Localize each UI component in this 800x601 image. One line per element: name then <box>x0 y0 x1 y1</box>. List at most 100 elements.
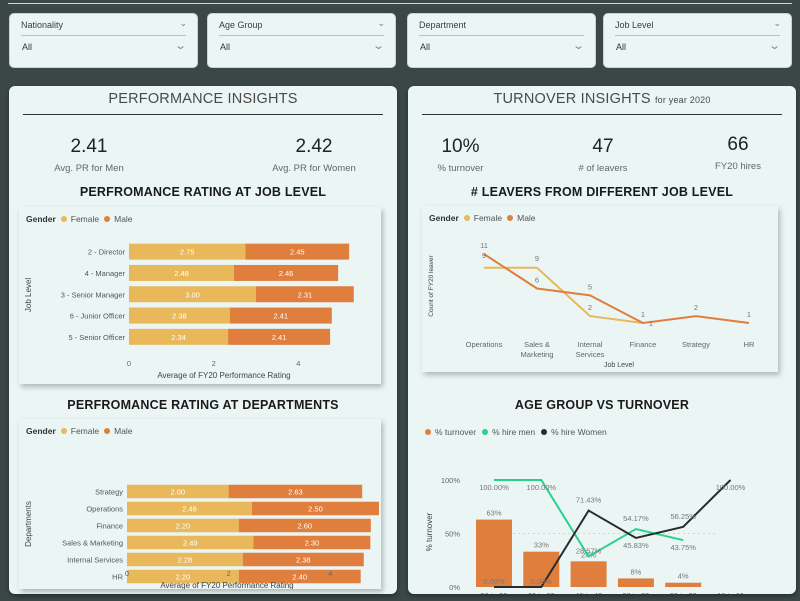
data-label: 63% <box>486 509 501 518</box>
kpi-label: % turnover <box>437 163 484 174</box>
data-label: 100.00% <box>526 483 556 492</box>
x-tick-label: Finance <box>630 340 657 349</box>
data-label: 5 <box>588 282 592 291</box>
legend-male[interactable]: Male <box>114 426 133 436</box>
age-group-chart-card[interactable]: % turnover % hire men % hire Women 0% 50%… <box>418 422 780 594</box>
departments-chart-card[interactable]: Gender Female Male Strategy 2.00 2.63 Opera… <box>19 419 381 589</box>
chevron-down-icon[interactable]: ⌄ <box>767 40 781 52</box>
data-label: 2 <box>694 303 698 312</box>
department-filter[interactable]: Department All ⌄ <box>407 13 596 68</box>
chart-legend: Gender Female Male <box>26 214 133 224</box>
data-label: 8% <box>630 567 641 576</box>
x-tick-label: 60 to 69 <box>528 591 555 594</box>
bar-male <box>242 552 364 567</box>
legend-male[interactable]: Male <box>517 213 536 223</box>
x-tick-label: Marketing <box>521 350 554 359</box>
data-label: 2.46 <box>279 269 294 278</box>
chevron-down-icon[interactable]: ⌄ <box>571 40 585 52</box>
x-tick-label: 20 to 29 <box>670 591 697 594</box>
chevron-down-icon[interactable]: ⌄ <box>371 40 385 52</box>
chevron-down-icon[interactable]: ⌄ <box>377 18 385 28</box>
legend-female[interactable]: Female <box>473 213 503 223</box>
y-tick-label: 50% <box>445 530 460 539</box>
x-tick-label: 0 <box>125 569 129 578</box>
data-label: 2.40 <box>292 573 307 582</box>
legend-turnover[interactable]: % turnover <box>435 427 477 437</box>
bar-female <box>127 484 229 499</box>
chevron-down-icon[interactable]: ⌄ <box>179 18 187 28</box>
filter-value: All <box>420 42 431 52</box>
bar-female <box>127 535 254 550</box>
data-label: 56.25% <box>670 512 696 521</box>
category-label: 6 - Junior Officer <box>70 312 126 321</box>
bar-male <box>253 535 371 550</box>
kpi-label: Avg. PR for Women <box>272 163 356 174</box>
job-level-bar-chart: 2 - Director 2.75 2.45 4 - Manager 2.48 2.46 3… <box>24 243 381 380</box>
x-tick-label: Operations <box>466 340 503 349</box>
leavers-chart-card[interactable]: Gender Female Male 9 9 2 1 11 6 5 1 2 1 Operations… <box>422 206 778 372</box>
kpi-label: Avg. PR for Men <box>54 163 124 174</box>
line-female <box>484 266 644 324</box>
legend-male[interactable]: Male <box>114 214 133 224</box>
bar-turnover <box>617 578 654 587</box>
data-label: 2.20 <box>176 573 191 582</box>
kpi-label: FY20 hires <box>715 161 761 172</box>
title-divider <box>23 114 383 115</box>
nationality-filter[interactable]: Nationality ⌄ All ⌄ <box>9 13 198 68</box>
bar-male <box>238 518 371 533</box>
data-label: 2.41 <box>272 333 287 342</box>
job-level-chart-title: PERFROMANCE RATING AT JOB LEVEL <box>79 185 327 199</box>
filter-label: Nationality <box>21 20 186 36</box>
chevron-down-icon[interactable]: ⌄ <box>773 18 781 28</box>
data-label: 0.00% <box>531 577 553 586</box>
data-label: 2.38 <box>172 312 187 321</box>
legend-hire-men[interactable]: % hire men <box>492 427 536 437</box>
panel-title-text: TURNOVER INSIGHTS <box>493 91 651 107</box>
job-level-filter[interactable]: Job Level ⌄ All ⌄ <box>603 13 792 68</box>
age-group-filter[interactable]: Age Group ⌄ All ⌄ <box>207 13 396 68</box>
legend-female[interactable]: Female <box>70 426 100 436</box>
bar-female <box>127 518 239 533</box>
kpi-value: 2.41 <box>70 136 108 157</box>
top-divider <box>8 3 792 4</box>
legend-male-marker <box>507 215 514 221</box>
y-axis-label: Count of FY20 leaver <box>428 254 435 316</box>
category-label: 3 - Senior Manager <box>61 290 126 299</box>
category-label: Internal Services <box>67 556 123 565</box>
data-label: 9 <box>535 254 539 263</box>
y-tick-label: 100% <box>441 476 461 485</box>
bar-female <box>127 501 252 516</box>
data-label: 28.57% <box>576 546 602 555</box>
bar-turnover <box>665 582 702 587</box>
x-tick-label: HR <box>744 340 755 349</box>
x-tick-label: Internal <box>577 340 602 349</box>
job-level-chart-card[interactable]: Gender Female Male 2 - Director 2.75 2.45 4… <box>19 207 381 384</box>
filter-label: Job Level <box>615 20 780 36</box>
data-label: 11 <box>480 241 488 250</box>
chart-legend: % turnover % hire men % hire Women <box>425 427 607 437</box>
data-label: 33% <box>534 541 549 550</box>
x-tick-label: 16 to 19 <box>717 591 744 594</box>
age-group-combo-chart: 0%50%100%63%33%24%8% 4%100.00% 100.00%28.5… <box>425 476 746 594</box>
category-label: Strategy <box>95 488 123 497</box>
legend-hire-women[interactable]: % hire Women <box>551 427 607 437</box>
x-tick-label: 2 <box>212 359 216 368</box>
data-label: 45.83% <box>623 541 649 550</box>
bar-male <box>245 243 350 260</box>
chevron-down-icon[interactable]: ⌄ <box>173 40 187 52</box>
category-label: 4 - Manager <box>85 269 126 278</box>
legend-male-marker <box>104 428 111 434</box>
data-label: 2.49 <box>183 539 198 548</box>
kpi-turnover: 10% % turnover <box>418 136 503 174</box>
panel-title: TURNOVER INSIGHTS for year 2020 <box>408 91 796 107</box>
bar-male <box>228 484 363 499</box>
kpi-value: 10% <box>441 136 480 157</box>
data-label: 2.46 <box>182 505 197 514</box>
data-label: 0.00% <box>483 577 505 586</box>
legend-female[interactable]: Female <box>70 214 100 224</box>
data-label: 2.00 <box>170 488 185 497</box>
category-label: HR <box>112 573 123 582</box>
x-tick-label: 30 to 39 <box>622 591 649 594</box>
panel-title: PERFORMANCE INSIGHTS <box>108 91 298 107</box>
legend-hire-men-marker <box>482 429 489 435</box>
